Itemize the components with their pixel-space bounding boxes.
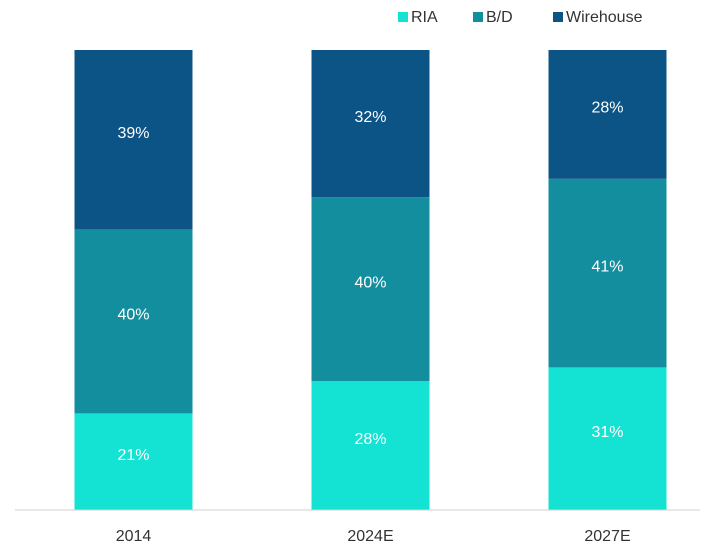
legend-swatch — [553, 12, 563, 22]
data-label: 32% — [354, 109, 386, 126]
data-label: 40% — [117, 307, 149, 324]
bar-segment — [311, 50, 430, 198]
x-tick-label: 2024E — [347, 528, 393, 545]
bar-segment — [311, 197, 430, 382]
bar-segment — [548, 178, 667, 368]
data-label: 31% — [591, 424, 623, 441]
bar-segment — [74, 413, 193, 510]
legend-label: Wirehouse — [566, 9, 643, 26]
data-label: 28% — [354, 431, 386, 448]
data-label: 39% — [117, 125, 149, 142]
data-label: 40% — [354, 274, 386, 291]
legend-swatch — [398, 12, 408, 22]
bar-segment — [548, 50, 667, 179]
bar-segment — [548, 367, 667, 510]
bar-segment — [74, 50, 193, 230]
x-tick-label: 2014 — [116, 528, 152, 545]
legend-swatch — [473, 12, 483, 22]
bar-segment — [74, 229, 193, 414]
x-tick-label: 2027E — [584, 528, 630, 545]
data-label: 21% — [117, 447, 149, 464]
bar-segment — [311, 381, 430, 510]
data-label: 41% — [591, 258, 623, 275]
data-label: 28% — [591, 100, 623, 117]
legend-label: RIA — [411, 9, 438, 26]
legend-label: B/D — [486, 9, 513, 26]
